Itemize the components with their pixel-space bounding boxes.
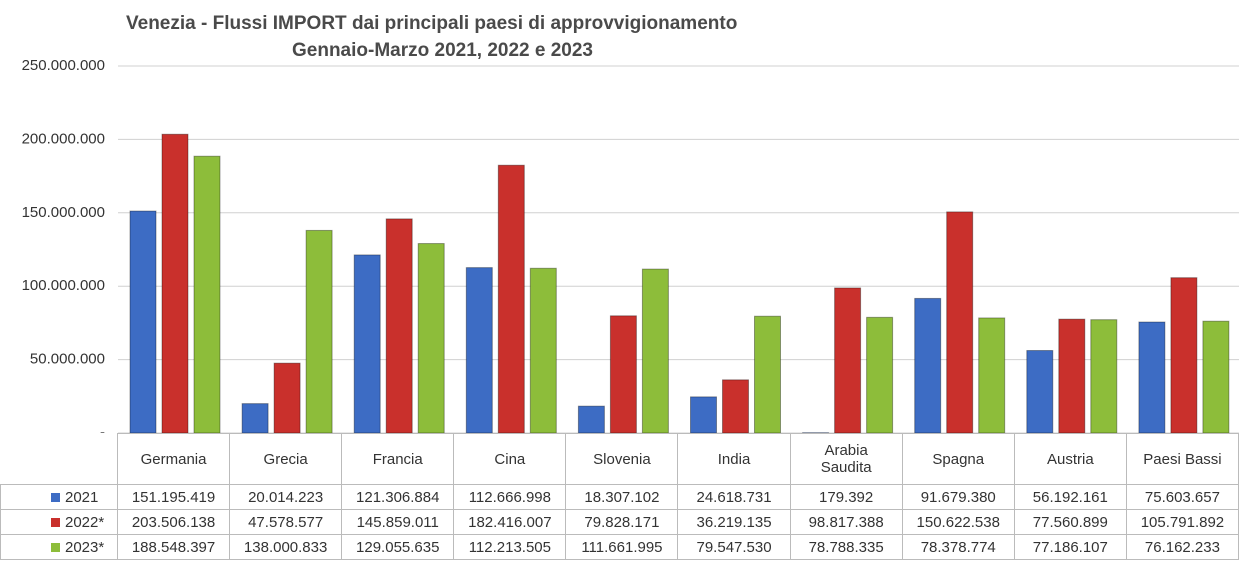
table-value: 56.192.161 bbox=[1014, 485, 1127, 510]
category-label: Paesi Bassi bbox=[1126, 433, 1239, 485]
bar bbox=[529, 267, 557, 433]
table-value: 145.859.011 bbox=[342, 510, 455, 535]
table-value: 77.186.107 bbox=[1014, 535, 1127, 560]
table-value: 78.378.774 bbox=[902, 535, 1015, 560]
table-value: 138.000.833 bbox=[230, 535, 343, 560]
category-label: Francia bbox=[342, 433, 455, 485]
legend-swatch bbox=[51, 492, 60, 502]
legend-label: 2022* bbox=[65, 513, 105, 531]
bar bbox=[497, 164, 525, 433]
y-tick-label: 150.000.000 bbox=[22, 204, 105, 221]
y-tick-label: 100.000.000 bbox=[22, 277, 105, 294]
bar bbox=[417, 243, 445, 433]
table-value: 112.666.998 bbox=[454, 485, 567, 510]
legend-swatch bbox=[51, 542, 60, 552]
bar bbox=[1090, 319, 1118, 433]
bar bbox=[1138, 321, 1166, 433]
table-corner bbox=[0, 433, 118, 485]
bar bbox=[577, 405, 605, 433]
table-value: 129.055.635 bbox=[342, 535, 455, 560]
table-value: 151.195.419 bbox=[118, 485, 231, 510]
bar bbox=[978, 317, 1006, 433]
category-label: Arabia Saudita bbox=[790, 433, 903, 485]
table-value: 24.618.731 bbox=[678, 485, 791, 510]
data-table: Germania Grecia Francia Cina Slovenia India Ar… bbox=[0, 433, 1239, 560]
table-value: 182.416.007 bbox=[454, 510, 567, 535]
bar bbox=[273, 362, 301, 433]
bar bbox=[1170, 277, 1198, 433]
table-value: 79.547.530 bbox=[678, 535, 791, 560]
y-tick-label: - bbox=[100, 424, 105, 433]
table-value: 188.548.397 bbox=[118, 535, 231, 560]
category-label: India bbox=[678, 433, 791, 485]
table-value: 105.791.892 bbox=[1126, 510, 1239, 535]
category-label: Spagna bbox=[902, 433, 1015, 485]
legend-entry: 2021 bbox=[0, 485, 118, 510]
y-tick-label: 250.000.000 bbox=[22, 57, 105, 74]
bar bbox=[353, 254, 381, 433]
table-value: 18.307.102 bbox=[566, 485, 679, 510]
bar bbox=[834, 287, 862, 433]
bar bbox=[1026, 350, 1054, 433]
y-tick-label: 200.000.000 bbox=[22, 130, 105, 147]
legend-entry: 2023* bbox=[0, 535, 118, 560]
bar bbox=[465, 267, 493, 433]
chart-subtitle: Gennaio-Marzo 2021, 2022 e 2023 bbox=[292, 40, 593, 61]
table-value: 203.506.138 bbox=[118, 510, 231, 535]
bar bbox=[241, 403, 269, 433]
bar bbox=[161, 133, 189, 433]
y-tick-label: 50.000.000 bbox=[30, 351, 105, 368]
category-label: Austria bbox=[1014, 433, 1127, 485]
bar bbox=[385, 218, 413, 433]
table-value: 47.578.577 bbox=[230, 510, 343, 535]
plot: Venezia - Flussi IMPORT dai principali p… bbox=[22, 13, 1239, 433]
legend-label: 2021 bbox=[65, 488, 99, 506]
bar bbox=[946, 211, 974, 433]
bar bbox=[641, 268, 669, 433]
bar bbox=[1202, 320, 1230, 433]
table-value: 121.306.884 bbox=[342, 485, 455, 510]
legend-swatch bbox=[51, 517, 60, 527]
bar bbox=[866, 316, 894, 433]
bar bbox=[690, 396, 717, 433]
chart-title: Venezia - Flussi IMPORT dai principali p… bbox=[126, 13, 737, 34]
category-label: Germania bbox=[118, 433, 231, 485]
table-value: 111.661.995 bbox=[566, 535, 679, 560]
table-value: 79.828.171 bbox=[566, 510, 679, 535]
bar bbox=[609, 315, 637, 433]
bar bbox=[1058, 318, 1086, 433]
table-value: 76.162.233 bbox=[1126, 535, 1239, 560]
table-value: 112.213.505 bbox=[454, 535, 567, 560]
bar bbox=[754, 315, 781, 433]
legend-label: 2023* bbox=[65, 538, 105, 556]
table-value: 179.392 bbox=[790, 485, 903, 510]
table-value: 98.817.388 bbox=[790, 510, 903, 535]
bar bbox=[193, 155, 221, 433]
legend-entry: 2022* bbox=[0, 510, 118, 535]
table-value: 75.603.657 bbox=[1126, 485, 1239, 510]
table-value: 36.219.135 bbox=[678, 510, 791, 535]
bar bbox=[129, 210, 157, 433]
table-value: 20.014.223 bbox=[230, 485, 343, 510]
table-value: 150.622.538 bbox=[902, 510, 1015, 535]
bar bbox=[722, 379, 749, 433]
table-value: 77.560.899 bbox=[1014, 510, 1127, 535]
category-label: Grecia bbox=[230, 433, 343, 485]
table-value: 78.788.335 bbox=[790, 535, 903, 560]
bar bbox=[914, 297, 942, 433]
category-label: Cina bbox=[454, 433, 567, 485]
bar bbox=[305, 229, 333, 433]
table-value: 91.679.380 bbox=[902, 485, 1015, 510]
category-label: Slovenia bbox=[566, 433, 679, 485]
